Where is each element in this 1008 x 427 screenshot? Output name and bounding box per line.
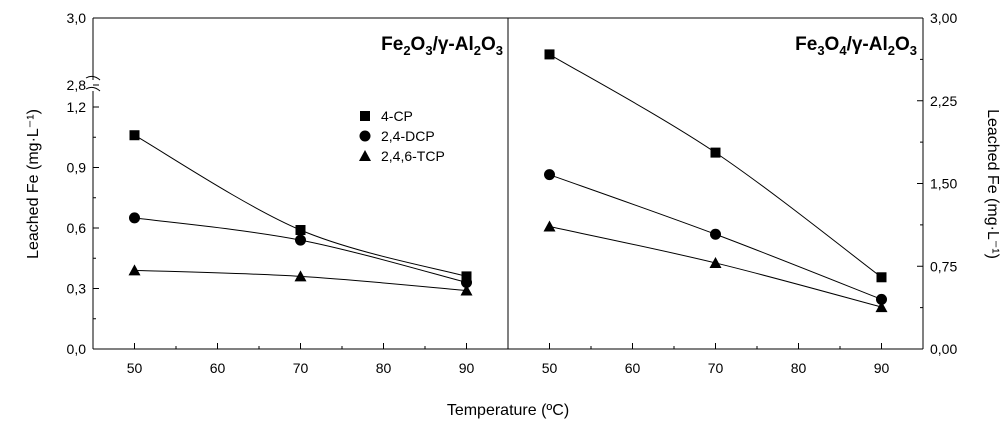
right-y-axis-title: Leached Fe (mg·L⁻¹) [984, 109, 1001, 259]
data-point [543, 220, 556, 232]
data-point [544, 169, 555, 181]
data-point [876, 293, 887, 305]
right-y-tick-label: 2,25 [930, 93, 957, 109]
data-point [295, 225, 306, 236]
x-tick-label: 50 [127, 360, 143, 376]
x-tick-label: 60 [625, 360, 641, 376]
right-y-tick-label: 1,50 [930, 176, 957, 192]
axis-break-mark-upper [85, 75, 101, 81]
data-point [876, 272, 887, 283]
legend-marker [359, 130, 371, 142]
data-point [129, 212, 140, 224]
left-y-tick-label: 0,0 [67, 341, 87, 357]
data-point [129, 130, 140, 141]
left-y-tick-label: 3,0 [67, 10, 87, 26]
left-y-tick-label: 1,2 [67, 99, 87, 115]
x-axis-title: Temperature (ºC) [447, 402, 569, 419]
data-point [709, 256, 722, 268]
right-y-ticks: 0,00 0,75 1,50 2,25 3,00 [917, 10, 957, 357]
left-y-tick-label: 0,3 [67, 281, 87, 297]
data-point [128, 264, 141, 276]
data-point [461, 276, 472, 288]
x-tick-label: 50 [542, 360, 558, 376]
axis-break-mark-lower [85, 86, 101, 92]
legend-marker [359, 150, 371, 161]
x-tick-label: 70 [708, 360, 724, 376]
x-tick-label: 90 [874, 360, 890, 376]
data-point [460, 284, 473, 296]
left-y-ticks: 0,0 0,3 0,6 0,9 1,2 2,8 3,0 [67, 10, 99, 357]
x-tick-label: 60 [210, 360, 226, 376]
x-ticks: 50 60 70 80 90 50 60 70 80 90 [127, 343, 890, 376]
panel-label-left: Fe2O3/γ-Al2O3 [381, 34, 503, 58]
legend-label: 2,4,6-TCP [381, 148, 445, 164]
left-y-axis-title: Leached Fe (mg·L⁻¹) [25, 109, 42, 259]
x-tick-label: 80 [791, 360, 807, 376]
x-tick-label: 90 [459, 360, 475, 376]
data-point [710, 228, 721, 240]
data-point [710, 147, 721, 158]
x-tick-label: 70 [293, 360, 309, 376]
data-point [544, 49, 555, 60]
left-y-tick-label: 2,8 [67, 77, 87, 93]
left-y-tick-label: 0,6 [67, 220, 87, 236]
x-tick-label: 80 [376, 360, 392, 376]
data-point [461, 271, 472, 282]
legend: 4-CP 2,4-DCP 2,4,6-TCP [359, 108, 445, 164]
right-y-tick-label: 0,00 [930, 341, 957, 357]
data-point [875, 301, 888, 313]
data-point [295, 234, 306, 246]
right-y-tick-label: 3,00 [930, 10, 957, 26]
left-y-tick-label: 0,9 [67, 160, 87, 176]
data-points [128, 49, 888, 313]
legend-label: 2,4-DCP [381, 128, 435, 144]
legend-marker [360, 111, 370, 121]
panel-label-right: Fe3O4/γ-Al2O3 [795, 34, 917, 58]
data-point [294, 270, 307, 282]
right-y-tick-label: 0,75 [930, 258, 957, 274]
legend-label: 4-CP [381, 108, 413, 124]
